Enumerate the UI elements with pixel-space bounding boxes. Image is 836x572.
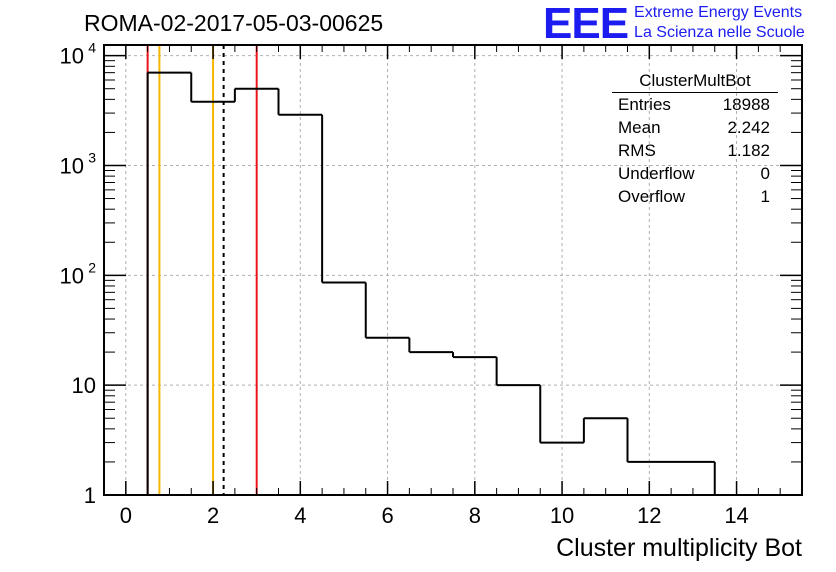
stats-row-overflow: Overflow 1	[612, 185, 778, 208]
stats-value: 2.242	[727, 118, 770, 137]
stats-row-rms: RMS 1.182	[612, 139, 778, 162]
histogram-bins	[146, 71, 716, 495]
stats-row-entries: Entries 18988	[612, 93, 778, 116]
y-tick-label: 10	[72, 373, 96, 398]
y-tick-label-exponent: 4	[88, 40, 96, 56]
stats-label: Mean	[618, 118, 661, 137]
eee-logo-text: Extreme Energy Events La Scienza nelle S…	[634, 3, 805, 43]
x-tick-label: 0	[120, 503, 132, 528]
stats-row-underflow: Underflow 0	[612, 162, 778, 185]
stats-value: 0	[760, 164, 770, 183]
eee-logo-mark: EEE	[543, 0, 629, 48]
y-tick-label: 1	[84, 483, 96, 508]
y-tick-label-exponent: 2	[88, 259, 96, 275]
stats-label: Overflow	[618, 187, 686, 206]
stats-value: 1.182	[727, 141, 770, 160]
x-tick-label: 12	[637, 503, 661, 528]
stats-value: 1	[760, 187, 770, 206]
stats-title: ClusterMultBot	[612, 70, 778, 93]
x-tick-label: 10	[550, 503, 574, 528]
axis-ticks	[103, 45, 803, 496]
x-tick-label: 8	[469, 503, 481, 528]
y-tick-label: 10	[60, 263, 84, 288]
x-axis-label: Cluster multiplicity Bot	[556, 534, 802, 562]
chart-title: ROMA-02-2017-05-03-00625	[84, 10, 384, 36]
x-tick-label: 4	[294, 503, 306, 528]
eee-logo: EEE Extreme Energy Events La Scienza nel…	[543, 2, 805, 46]
stats-value: 18988	[722, 95, 770, 114]
y-tick-label: 10	[60, 153, 84, 178]
stats-label: Underflow	[618, 164, 695, 183]
y-tick-label-exponent: 3	[88, 149, 96, 165]
stats-box: ClusterMultBot Entries 18988 Mean 2.242 …	[612, 70, 778, 208]
y-tick-label: 10	[60, 44, 84, 69]
x-tick-label: 6	[381, 503, 393, 528]
logo-line-1: Extreme Energy Events	[634, 4, 803, 21]
stats-row-mean: Mean 2.242	[612, 116, 778, 139]
x-tick-label: 14	[724, 503, 748, 528]
stats-label: Entries	[618, 95, 671, 114]
stats-label: RMS	[618, 141, 656, 160]
x-tick-label: 2	[207, 503, 219, 528]
marker-lines	[146, 45, 258, 495]
logo-line-2: La Scienza nelle Scuole	[634, 24, 805, 41]
